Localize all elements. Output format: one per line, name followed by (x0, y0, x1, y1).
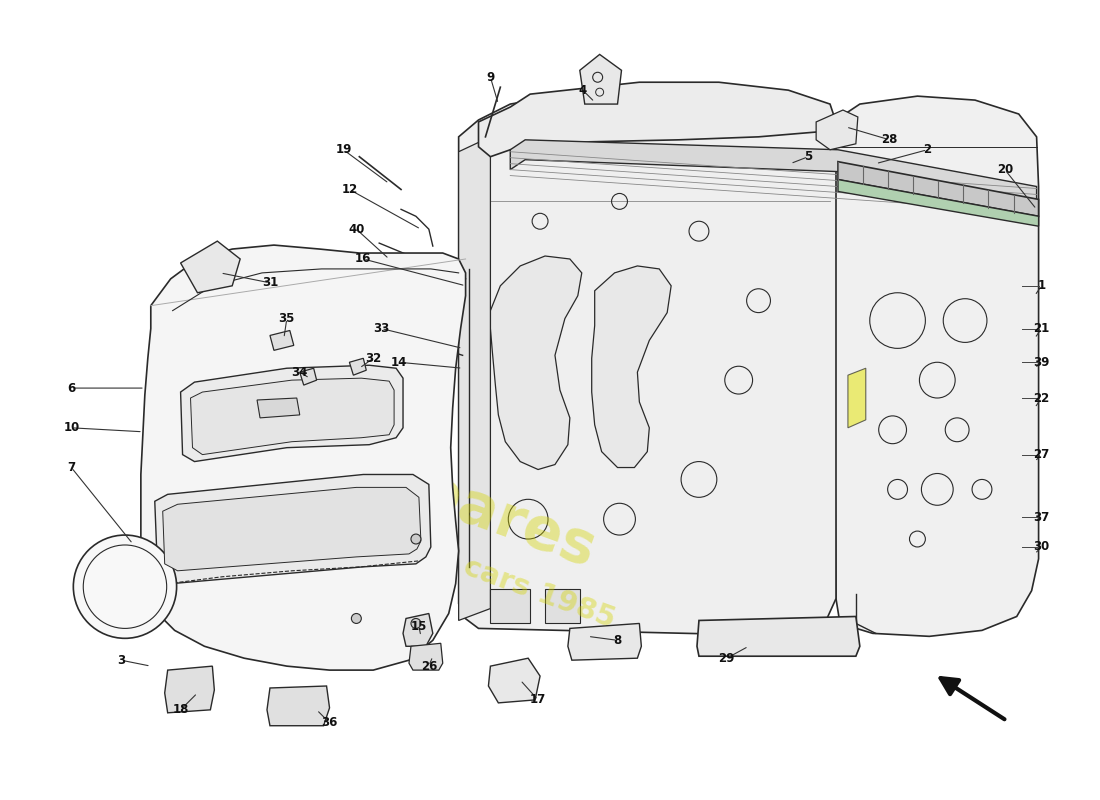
Text: 15: 15 (410, 620, 427, 633)
Polygon shape (833, 96, 1038, 636)
Text: 5: 5 (804, 150, 812, 163)
Text: 10: 10 (63, 422, 79, 434)
Text: 8: 8 (614, 634, 622, 647)
Text: 14: 14 (390, 356, 407, 369)
Polygon shape (155, 474, 431, 584)
Text: 7: 7 (67, 461, 76, 474)
Polygon shape (697, 617, 860, 656)
Polygon shape (592, 266, 671, 467)
Text: 37: 37 (1033, 510, 1049, 524)
Polygon shape (838, 179, 1038, 226)
Polygon shape (459, 90, 836, 636)
Polygon shape (180, 366, 403, 462)
Polygon shape (510, 140, 1036, 206)
Polygon shape (491, 256, 582, 470)
Polygon shape (816, 110, 858, 150)
Polygon shape (403, 614, 432, 646)
Text: 28: 28 (881, 134, 898, 146)
Text: 1: 1 (1037, 279, 1046, 292)
Text: 18: 18 (173, 703, 189, 716)
Text: 32: 32 (365, 352, 382, 365)
Polygon shape (190, 378, 394, 454)
Text: 6: 6 (67, 382, 76, 394)
Text: 2: 2 (923, 143, 932, 156)
Text: 3: 3 (117, 654, 125, 666)
Text: 39: 39 (1033, 356, 1049, 369)
Polygon shape (459, 137, 491, 621)
Text: 4: 4 (579, 84, 587, 97)
Text: 27: 27 (1033, 448, 1049, 461)
Text: 29: 29 (718, 652, 735, 665)
Polygon shape (267, 686, 330, 726)
Polygon shape (478, 82, 836, 157)
Text: 16: 16 (355, 253, 372, 266)
Polygon shape (350, 358, 366, 375)
Polygon shape (491, 589, 530, 623)
Text: 33: 33 (373, 322, 389, 335)
Text: 35: 35 (278, 312, 295, 325)
Text: 12: 12 (341, 183, 358, 196)
Circle shape (411, 534, 421, 544)
Text: 19: 19 (336, 143, 352, 156)
Text: 20: 20 (997, 163, 1013, 176)
Circle shape (74, 535, 177, 638)
Polygon shape (488, 658, 540, 703)
Text: 17: 17 (530, 694, 547, 706)
Polygon shape (270, 330, 294, 350)
Polygon shape (580, 54, 622, 104)
Text: 40: 40 (349, 222, 364, 236)
Text: a plasuri for cars 1985: a plasuri for cars 1985 (262, 481, 619, 634)
Text: 26: 26 (420, 660, 437, 673)
Text: 34: 34 (292, 366, 308, 378)
Polygon shape (544, 589, 580, 623)
Text: eurospares: eurospares (238, 399, 604, 579)
Text: 9: 9 (486, 70, 495, 84)
Text: 31: 31 (262, 276, 278, 290)
Polygon shape (568, 623, 641, 660)
Polygon shape (257, 398, 299, 418)
Polygon shape (163, 487, 421, 571)
Polygon shape (848, 368, 866, 428)
Polygon shape (141, 245, 465, 670)
Text: 30: 30 (1033, 541, 1049, 554)
Text: 21: 21 (1033, 322, 1049, 335)
Polygon shape (838, 162, 1038, 216)
Text: 36: 36 (321, 716, 338, 730)
Polygon shape (180, 241, 240, 293)
Polygon shape (409, 643, 442, 670)
Polygon shape (165, 666, 214, 713)
Circle shape (351, 614, 361, 623)
Circle shape (411, 618, 421, 629)
Text: 22: 22 (1033, 391, 1049, 405)
Polygon shape (299, 368, 317, 385)
